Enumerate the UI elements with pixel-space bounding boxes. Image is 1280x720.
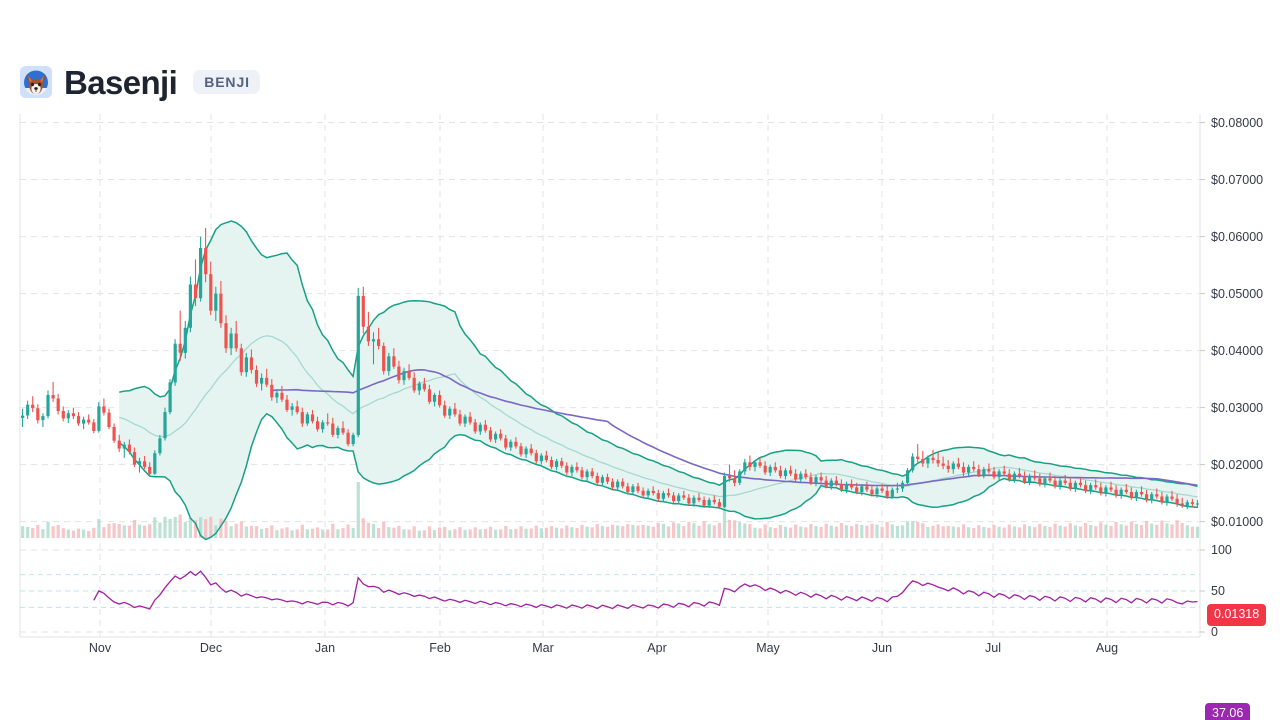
bollinger-middle-line [119, 335, 1198, 498]
time-axis-tick: Nov [88, 641, 112, 655]
time-axis-tick: Jun [871, 641, 893, 655]
rsi-axis-tick: 100 [1211, 543, 1232, 557]
price-axis-tick: $0.02000 [1211, 457, 1264, 472]
time-axis-tick: Jan [314, 641, 336, 655]
time-axis-tick: Jul [985, 641, 1001, 655]
current-price-badge: 0.01318 [1207, 604, 1267, 626]
price-axis-tick: $0.03000 [1211, 400, 1264, 415]
time-axis-tick: Feb [429, 641, 451, 655]
price-axis-tick: $0.06000 [1211, 229, 1264, 244]
basenji-dog-logo-icon [20, 66, 52, 98]
time-axis-tick: Mar [532, 641, 554, 655]
chart-gridlines [19, 114, 1201, 638]
coin-header: Basenji BENJI [20, 58, 260, 106]
axis-tick-marks [1200, 122, 1205, 633]
rsi-line [93, 570, 1198, 610]
volume-bars [21, 482, 1200, 538]
candlestick-series [21, 228, 1200, 510]
current-rsi-badge: 37.06 [1205, 702, 1251, 720]
time-axis-tick: May [756, 641, 780, 655]
time-axis-tick: Dec [199, 641, 223, 655]
bollinger-upper-line [119, 220, 1198, 488]
chart-container[interactable]: $0.08000 $0.07000 $0.06000 $0.05000 $0.04000… [0, 110, 1280, 720]
ticker-symbol-badge: BENJI [193, 70, 260, 94]
price-axis-tick: $0.08000 [1211, 115, 1264, 130]
time-axis-tick: Aug [1095, 641, 1119, 655]
price-chart-svg[interactable] [0, 110, 1280, 670]
price-axis-tick: $0.04000 [1211, 343, 1264, 358]
rsi-axis-tick: 50 [1211, 584, 1225, 598]
price-axis-tick: $0.01000 [1211, 514, 1264, 529]
price-axis-tick: $0.07000 [1211, 172, 1264, 187]
page-title: Basenji [64, 63, 178, 101]
bollinger-lower-line [118, 412, 1198, 541]
rsi-axis-tick: 0 [1211, 625, 1218, 639]
time-axis-tick: Apr [647, 641, 667, 655]
price-axis-tick: $0.05000 [1211, 286, 1264, 301]
rsi-guide-lines [20, 574, 1200, 608]
